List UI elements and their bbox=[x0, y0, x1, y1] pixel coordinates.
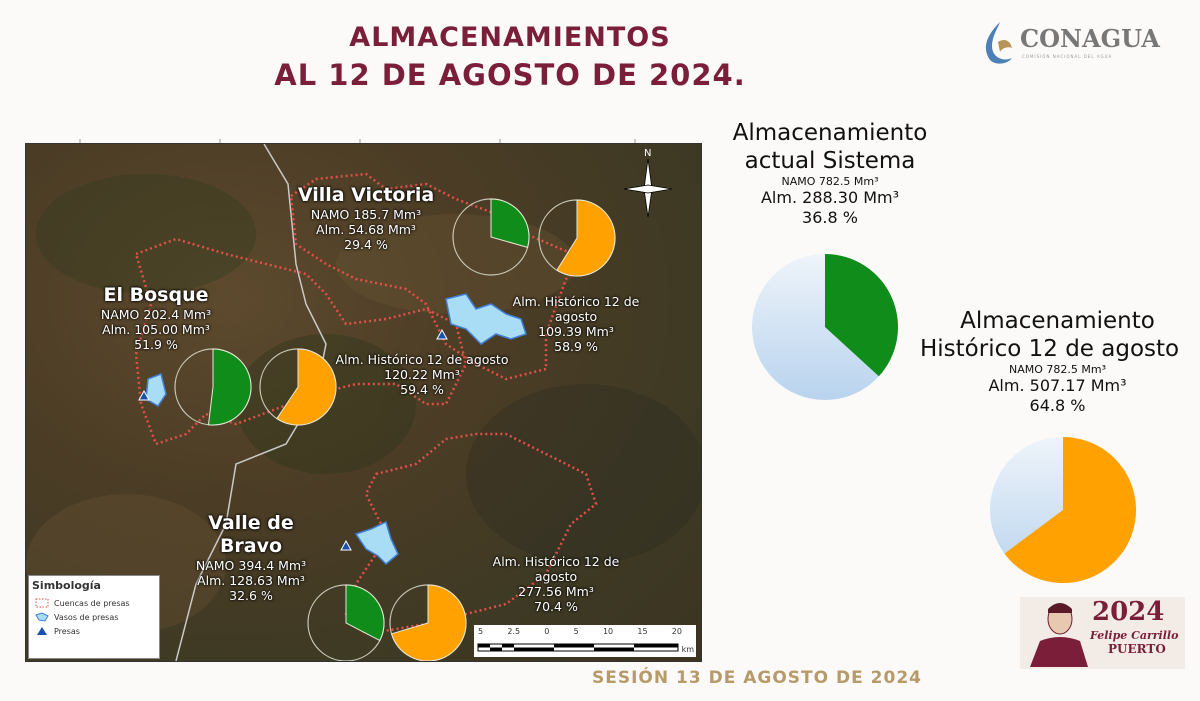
reservoir-villa-victoria-label: Villa Victoria NAMO 185.7 Mm³ Alm. 54.68… bbox=[291, 184, 441, 252]
dam-markers bbox=[138, 328, 448, 551]
reservoir-el-bosque-label: El Bosque NAMO 202.4 Mm³ Alm. 105.00 Mm³… bbox=[81, 284, 231, 352]
felipe-carrillo-puerto-badge: 2024 Felipe Carrillo PUERTO bbox=[1020, 597, 1185, 669]
summary-namo: NAMO 782.5 Mm³ bbox=[1008, 363, 1106, 377]
scale-bar: 5 2.5 0 5 10 15 20 km bbox=[474, 625, 696, 657]
reservoir-alm: Alm. 105.00 Mm³ bbox=[102, 321, 210, 337]
reservoir-namo: NAMO 202.4 Mm³ bbox=[100, 306, 212, 322]
summary-namo: NAMO 782.5 Mm³ bbox=[781, 175, 879, 189]
summary-title: Histórico 12 de agosto bbox=[920, 335, 1180, 362]
reservoir-name: El Bosque bbox=[103, 284, 209, 306]
lake-shape-icon bbox=[35, 612, 49, 622]
badge-name: Felipe Carrillo bbox=[1090, 629, 1179, 642]
legend-title: Simbología bbox=[32, 579, 101, 592]
portrait-icon bbox=[1030, 603, 1088, 667]
reservoir-namo: NAMO 394.4 Mm³ bbox=[195, 557, 307, 573]
system-current-pie-value-slice bbox=[825, 254, 898, 377]
system-current-summary: Almacenamiento actual Sistema NAMO 782.5… bbox=[705, 120, 955, 227]
el-bosque-current-pie-value-slice bbox=[207, 348, 252, 426]
logo-name: CONAGUA bbox=[1020, 24, 1160, 53]
page-title-line2: AL 12 DE AGOSTO DE 2024. bbox=[274, 58, 746, 92]
summary-alm: Alm. 288.30 Mm³ bbox=[760, 188, 900, 208]
reservoir-name: Villa Victoria bbox=[297, 184, 435, 206]
map-coordinate-ticks bbox=[25, 128, 700, 143]
satellite-map[interactable]: N Villa Victoria NAMO 185.7 Mm³ Alm. 54.… bbox=[25, 143, 702, 662]
water-drop-icon bbox=[985, 22, 1012, 64]
legend-label: Vasos de presas bbox=[54, 612, 119, 622]
summary-alm: Alm. 507.17 Mm³ bbox=[988, 376, 1127, 396]
historic-label: Alm. Histórico 12 de agosto bbox=[512, 294, 640, 324]
reservoir-alm: Alm. 128.63 Mm³ bbox=[197, 572, 305, 588]
historic-label: Alm. Histórico 12 de agosto bbox=[492, 554, 620, 584]
summary-title: actual Sistema bbox=[744, 147, 916, 174]
villa-victoria-historic-pie-value-slice bbox=[556, 199, 616, 277]
historic-pct: 70.4 % bbox=[534, 599, 578, 614]
historic-label: Alm. Histórico 12 de agosto bbox=[335, 352, 509, 367]
valle-de-bravo-historic-label: Alm. Histórico 12 de agosto 277.56 Mm³ 7… bbox=[471, 554, 641, 614]
session-date: SESIÓN 13 DE AGOSTO DE 2024 bbox=[592, 668, 922, 688]
valle-de-bravo-current-pie-value-slice bbox=[345, 584, 385, 642]
scale-tick: 20 bbox=[671, 627, 682, 636]
historic-pct: 58.9 % bbox=[554, 339, 598, 354]
villa-victoria-historic-label: Alm. Histórico 12 de agosto 109.39 Mm³ 5… bbox=[506, 294, 646, 354]
historic-alm: 109.39 Mm³ bbox=[538, 324, 614, 339]
legend-item-lakes: Vasos de presas bbox=[29, 610, 159, 624]
reservoir-lakes bbox=[145, 293, 527, 566]
basin-outlines bbox=[134, 172, 598, 636]
scale-tick: 5 bbox=[573, 627, 579, 636]
reservoir-pct: 32.6 % bbox=[229, 587, 273, 603]
summary-title: Almacenamiento bbox=[732, 120, 928, 146]
page-title-line1: ALMACENAMIENTOS bbox=[349, 22, 671, 53]
dotted-outline-icon bbox=[35, 598, 49, 608]
legend-label: Presas bbox=[54, 626, 80, 636]
el-bosque-historic-label: Alm. Histórico 12 de agosto 120.22 Mm³ 5… bbox=[332, 352, 512, 397]
scale-tick: 15 bbox=[637, 627, 648, 636]
map-legend: Simbología Cuencas de presas Vasos de pr… bbox=[28, 575, 160, 659]
legend-item-dams: Presas bbox=[29, 624, 159, 638]
scale-tick: 10 bbox=[602, 627, 614, 636]
el-bosque-historic-pie-value-slice bbox=[276, 348, 337, 426]
reservoir-alm: Alm. 54.68 Mm³ bbox=[316, 221, 416, 237]
villa-victoria-current-pie-value-slice bbox=[490, 198, 530, 248]
summary-title: Almacenamiento bbox=[960, 308, 1155, 334]
reservoir-namo: NAMO 185.7 Mm³ bbox=[310, 206, 422, 222]
reservoir-valle-de-bravo-label: Valle de Bravo NAMO 394.4 Mm³ Alm. 128.6… bbox=[176, 512, 326, 603]
historic-pct: 59.4 % bbox=[400, 382, 444, 397]
reservoir-pct: 29.4 % bbox=[344, 236, 388, 252]
badge-year: 2024 bbox=[1092, 597, 1165, 627]
system-current-pie-remaining-slice bbox=[752, 254, 898, 400]
system-historic-pie-value-slice bbox=[1004, 437, 1136, 584]
legend-label: Cuencas de presas bbox=[54, 598, 130, 608]
legend-item-basins: Cuencas de presas bbox=[29, 596, 159, 610]
north-arrow-icon: N bbox=[623, 148, 673, 218]
scale-tick: 5 bbox=[478, 627, 484, 636]
valle-de-bravo-historic-pie-value-slice bbox=[390, 584, 467, 661]
badge-surname: PUERTO bbox=[1108, 642, 1166, 656]
system-historic-pie-remaining-slice bbox=[990, 437, 1136, 583]
scale-unit: km bbox=[681, 645, 694, 654]
historic-alm: 120.22 Mm³ bbox=[384, 367, 460, 382]
scale-tick: 0 bbox=[544, 627, 550, 636]
reservoir-pct: 51.9 % bbox=[134, 336, 178, 352]
summary-pct: 36.8 % bbox=[802, 207, 858, 227]
system-historic-summary: Almacenamiento Histórico 12 de agosto NA… bbox=[915, 308, 1200, 415]
svg-text:N: N bbox=[644, 148, 651, 159]
summary-pct: 64.8 % bbox=[1029, 395, 1086, 415]
historic-alm: 277.56 Mm³ bbox=[518, 584, 594, 599]
conagua-logo: CONAGUA COMISIÓN NACIONAL DEL AGUA bbox=[978, 18, 1168, 68]
triangle-icon bbox=[37, 627, 47, 635]
scale-tick: 2.5 bbox=[507, 627, 521, 636]
logo-subtitle: COMISIÓN NACIONAL DEL AGUA bbox=[1022, 54, 1113, 59]
reservoir-name: Valle de Bravo bbox=[208, 512, 294, 557]
